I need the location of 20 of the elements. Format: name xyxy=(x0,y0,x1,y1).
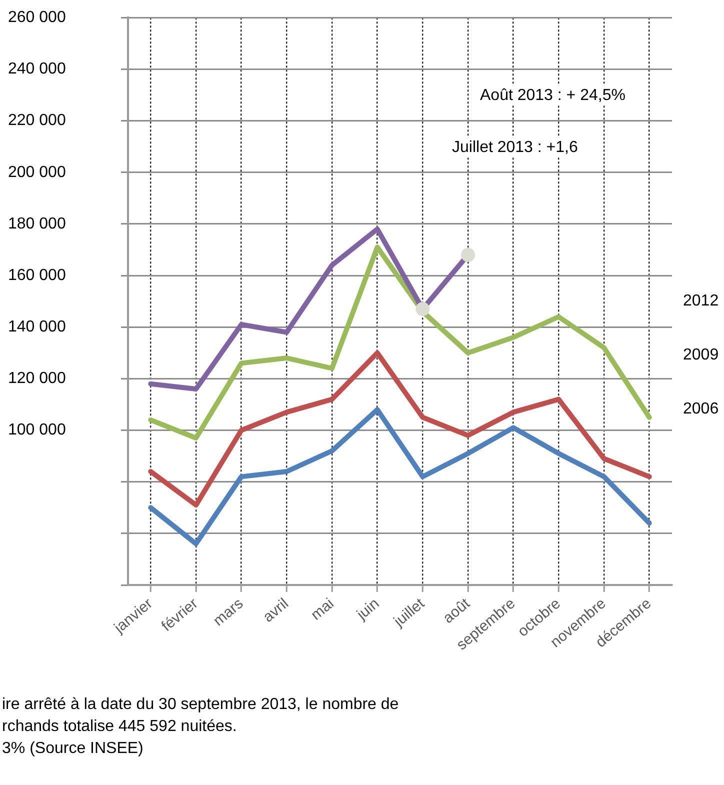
annotation: Août 2013 : + 24,5% xyxy=(480,87,626,104)
y-tick-label: 200 000 xyxy=(8,164,66,181)
text: 2009 xyxy=(683,346,719,364)
y-tick-label: 260 000 xyxy=(8,9,66,26)
text: rchands totalise 445 592 nuitées. xyxy=(2,717,238,737)
y-tick-label: 140 000 xyxy=(8,318,66,336)
y-tick-label: 120 000 xyxy=(8,370,66,388)
y-tick-label: 160 000 xyxy=(8,266,66,284)
y-tick-label: 180 000 xyxy=(8,215,66,232)
text: 3% (Source INSEE) xyxy=(2,739,144,759)
text: ire arrêté à la date du 30 septembre 2013, le nombre de xyxy=(2,695,399,715)
y-tick-label: 220 000 xyxy=(8,112,66,130)
y-tick-label: 100 000 xyxy=(8,422,66,439)
annotation: Juillet 2013 : +1,6 xyxy=(452,139,578,156)
y-tick-label: 240 000 xyxy=(8,60,66,78)
text: 2012 xyxy=(683,292,719,310)
text: 2006 xyxy=(683,400,719,418)
x-tick-label: juin xyxy=(352,595,383,624)
x-tick-label: avril xyxy=(260,595,292,626)
x-tick-label: mai xyxy=(308,595,338,624)
